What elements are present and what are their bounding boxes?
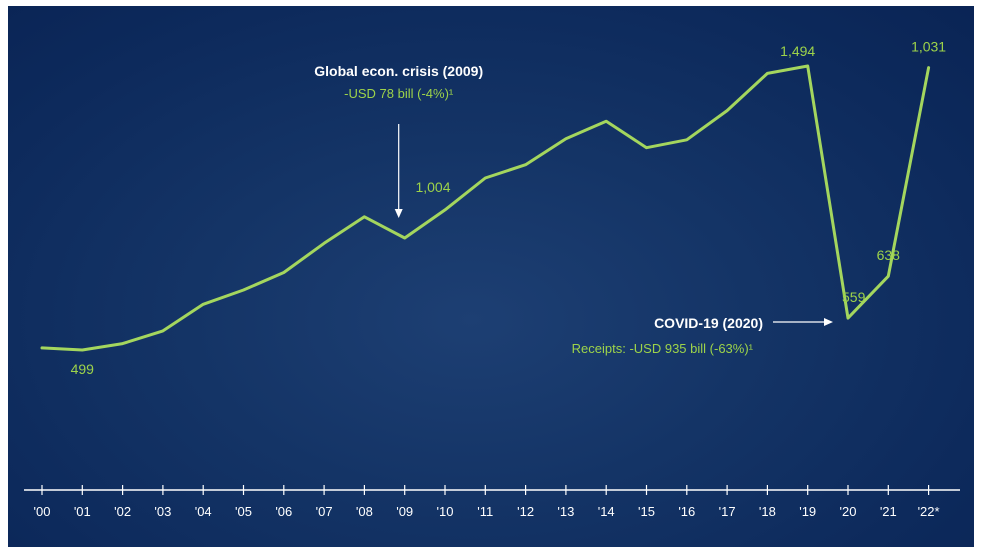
x-tick-label: '10 bbox=[437, 504, 454, 519]
annotation-arrowhead bbox=[394, 209, 403, 218]
x-tick-label: '22* bbox=[918, 504, 940, 519]
x-tick-label: '06 bbox=[275, 504, 292, 519]
chart-panel: '00 '01 '02 '03 '04 '05 '06 '07 '08 '09 '10 '11 '12 '… bbox=[8, 6, 974, 547]
x-tick-label: '09 bbox=[396, 504, 413, 519]
series-line bbox=[40, 64, 931, 352]
annotation-arrowhead bbox=[824, 318, 833, 326]
x-tick-label: '14 bbox=[598, 504, 615, 519]
annotation-title: COVID-19 (2020) bbox=[654, 315, 763, 331]
x-tick-label: '16 bbox=[678, 504, 695, 519]
data-label: 1,031 bbox=[911, 39, 946, 55]
data-label: 1,494 bbox=[780, 43, 815, 59]
annotation-subtitle: Receipts: -USD 935 bill (-63%)¹ bbox=[572, 341, 754, 356]
x-tick-label: '03 bbox=[154, 504, 171, 519]
x-tick-label: '19 bbox=[799, 504, 816, 519]
annotation-title: Global econ. crisis (2009) bbox=[314, 63, 483, 79]
data-label: 499 bbox=[71, 361, 95, 377]
line-chart: '00 '01 '02 '03 '04 '05 '06 '07 '08 '09 '10 '11 '12 '… bbox=[24, 39, 960, 519]
x-tick-label: '08 bbox=[356, 504, 373, 519]
x-tick-label: '04 bbox=[195, 504, 212, 519]
x-tick-label: '15 bbox=[638, 504, 655, 519]
x-tick-label: '18 bbox=[759, 504, 776, 519]
data-label: 559 bbox=[842, 289, 866, 305]
data-label: 638 bbox=[877, 247, 901, 263]
x-tick-label: '01 bbox=[74, 504, 91, 519]
x-tick-label: '07 bbox=[316, 504, 333, 519]
x-tick-label: '13 bbox=[557, 504, 574, 519]
x-tick-label: '00 bbox=[34, 504, 51, 519]
x-tick-label: '17 bbox=[719, 504, 736, 519]
x-tick-label: '12 bbox=[517, 504, 534, 519]
x-tick-label: '05 bbox=[235, 504, 252, 519]
x-tick-label: '11 bbox=[477, 504, 493, 519]
x-tick-label: '21 bbox=[880, 504, 897, 519]
x-tick-label: '02 bbox=[114, 504, 131, 519]
data-label: 1,004 bbox=[415, 179, 450, 195]
x-tick-label: '20 bbox=[840, 504, 857, 519]
annotation-subtitle: -USD 78 bill (-4%)¹ bbox=[344, 86, 454, 101]
